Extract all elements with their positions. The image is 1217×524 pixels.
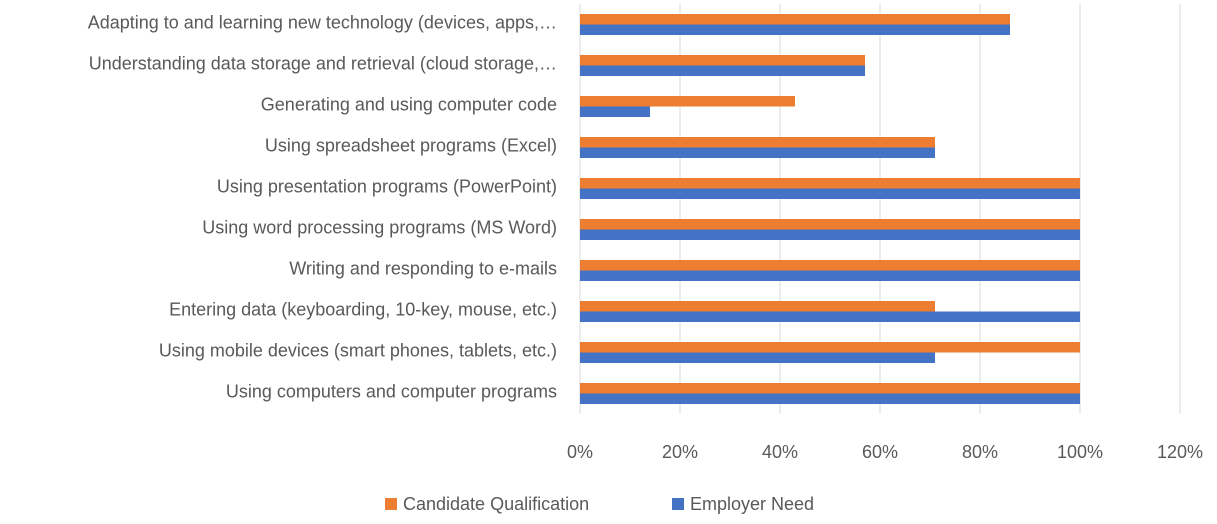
bar xyxy=(580,24,1010,35)
bar xyxy=(580,178,1080,189)
bar xyxy=(580,65,865,76)
y-tick-label: Entering data (keyboarding, 10-key, mous… xyxy=(169,299,557,319)
bar xyxy=(580,229,1080,240)
y-tick-label: Using computers and computer programs xyxy=(226,381,557,401)
bar xyxy=(580,96,795,107)
bar xyxy=(580,301,935,312)
bar xyxy=(580,147,935,158)
x-tick-label: 80% xyxy=(962,442,998,462)
y-tick-label: Writing and responding to e-mails xyxy=(289,258,557,278)
x-tick-label: 40% xyxy=(762,442,798,462)
bar xyxy=(580,219,1080,230)
y-tick-label: Using word processing programs (MS Word) xyxy=(202,217,557,237)
x-tick-label: 20% xyxy=(662,442,698,462)
x-tick-label: 0% xyxy=(567,442,593,462)
y-tick-label: Adapting to and learning new technology … xyxy=(88,12,557,32)
bar xyxy=(580,311,1080,322)
bar xyxy=(580,106,650,117)
legend-swatch xyxy=(672,498,684,510)
y-tick-label: Using presentation programs (PowerPoint) xyxy=(217,176,557,196)
bar xyxy=(580,383,1080,394)
legend-swatch xyxy=(385,498,397,510)
x-tick-label: 100% xyxy=(1057,442,1103,462)
legend-label: Candidate Qualification xyxy=(403,494,589,514)
x-tick-label: 120% xyxy=(1157,442,1203,462)
y-tick-label: Using spreadsheet programs (Excel) xyxy=(265,135,557,155)
bar xyxy=(580,352,935,363)
bar xyxy=(580,342,1080,353)
y-tick-label: Understanding data storage and retrieval… xyxy=(89,53,557,73)
bar xyxy=(580,270,1080,281)
legend-label: Employer Need xyxy=(690,494,814,514)
y-tick-label: Generating and using computer code xyxy=(261,94,557,114)
bar xyxy=(580,393,1080,404)
bar xyxy=(580,137,935,148)
y-tick-label: Using mobile devices (smart phones, tabl… xyxy=(159,340,557,360)
bar xyxy=(580,55,865,66)
bar xyxy=(580,14,1010,25)
bar xyxy=(580,188,1080,199)
x-tick-label: 60% xyxy=(862,442,898,462)
bar xyxy=(580,260,1080,271)
